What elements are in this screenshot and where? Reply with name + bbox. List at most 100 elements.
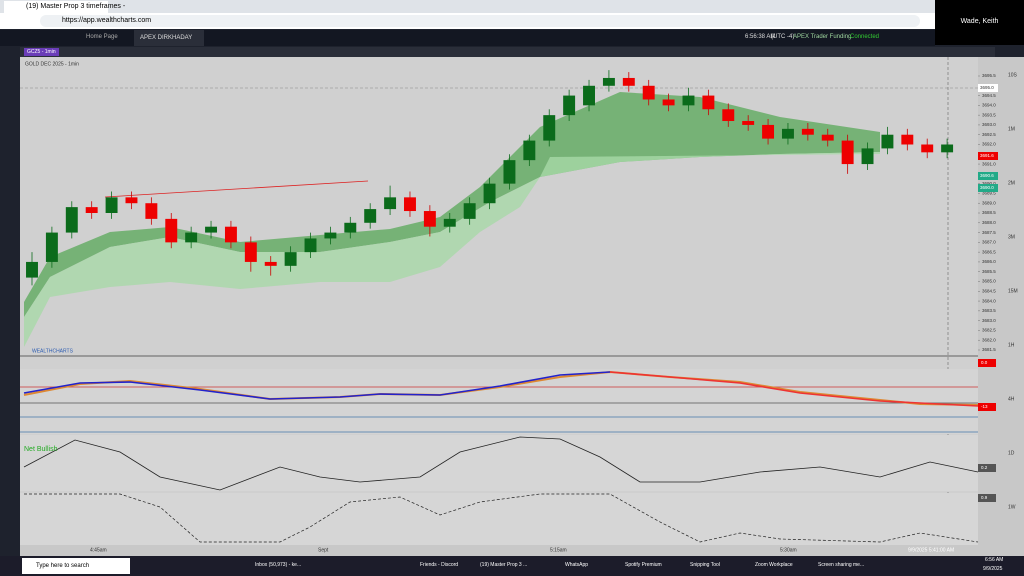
user-overlay: Wade, Keith [935, 0, 1024, 45]
candle-body [881, 134, 894, 149]
y-tick-label: 3693.5 [982, 112, 996, 117]
candle-body [364, 209, 377, 223]
price-tag-bg [978, 152, 998, 160]
timezone: (UTC -4) [771, 34, 795, 40]
candle-body [65, 207, 78, 233]
candle-body [821, 134, 834, 141]
candle-body [423, 211, 436, 227]
taskbar-app[interactable]: Snipping Tool [690, 562, 720, 568]
candle-body [622, 77, 635, 86]
dash-pane [20, 493, 978, 545]
y-tick-label: 3690.0 [982, 181, 996, 186]
y-tick-label: 3694.5 [982, 93, 996, 98]
candle-body [26, 261, 38, 278]
search-box[interactable]: Type here to search [22, 558, 130, 574]
candle-body [224, 226, 237, 243]
y-tick-label: 3684.5 [982, 288, 996, 293]
candle-body [722, 109, 735, 122]
timeframe: 1D [1008, 450, 1015, 456]
axis-background [978, 57, 1024, 556]
y-tick-label: 3683.0 [982, 318, 996, 323]
y-tick-label: 3687.5 [982, 230, 996, 235]
chart: GOLD DEC 2025 - 1min WEALTHCHARTS Net Bu… [20, 57, 1024, 556]
tray-date: 9/9/2025 [983, 566, 1003, 572]
x-tick-label: 5:30am [780, 547, 797, 553]
x-tick-label: 4:45am [90, 547, 107, 553]
browser-tab[interactable]: (19) Master Prop 3 timeframes - [4, 1, 125, 13]
price-tag: 3695.0 [980, 85, 994, 90]
timeframe: 1W [1008, 504, 1016, 510]
bias-line [23, 436, 979, 491]
y-tick-label: 3684.0 [982, 298, 996, 303]
taskbar-app[interactable]: Screen sharing me... [818, 562, 865, 568]
x-tick-label: Sept [318, 547, 329, 553]
y-tick-label: 3682.5 [982, 328, 996, 333]
indicator-value-bg [978, 403, 996, 411]
instrument: GOLD DEC 2025 - 1min [25, 61, 79, 67]
timeframe: 1H [1008, 342, 1015, 348]
taskbar-app[interactable]: Friends - Discord [420, 562, 459, 568]
band-outer [24, 152, 880, 347]
broker: APEX Trader Funding [793, 34, 852, 40]
price-tag-bg [978, 172, 998, 180]
y-tick-label: 3686.5 [982, 249, 996, 254]
taskbar-app[interactable]: Zoom Workplace [755, 562, 793, 568]
candle-body [523, 140, 536, 161]
taskbar-app[interactable]: (19) Master Prop 3 ... [480, 562, 528, 568]
cursor-time: 9/9/2025 5:41:00 AM [908, 547, 954, 553]
y-tick-label: 3685.0 [982, 279, 996, 284]
indicator-value: -13 [981, 404, 988, 409]
status: Connected [850, 34, 880, 40]
timeframe: 4H [1008, 396, 1015, 402]
indicator-value-bg [978, 464, 996, 472]
y-tick-label: 3689.5 [982, 191, 996, 196]
address-bar[interactable]: https://app.wealthcharts.com [40, 15, 920, 27]
candle-body [264, 261, 277, 266]
tab-home[interactable]: Home Page [86, 34, 118, 40]
band-inner [24, 92, 880, 317]
candle-body [404, 197, 416, 212]
candle-body [185, 232, 198, 243]
candle-body [125, 197, 138, 204]
candle-body [244, 242, 257, 262]
indicator-value-bg [978, 359, 996, 367]
symbol-tab[interactable]: GCZ5 - 1min [24, 48, 59, 56]
y-tick-label: 3694.0 [982, 103, 996, 108]
y-tick-label: 3687.0 [982, 240, 996, 245]
indicator-value: 0.2 [981, 465, 988, 470]
timeframe: 2M [1008, 180, 1015, 186]
bias-pane [20, 435, 978, 491]
candle-body [921, 144, 934, 153]
candle-body [384, 197, 397, 210]
taskbar: Type here to search Inbox (50,973) - ke.… [0, 556, 1024, 576]
taskbar-app[interactable]: Spotify Premium [625, 562, 662, 568]
candle-body [205, 226, 218, 233]
osc-signal [23, 370, 979, 406]
candle-body [841, 140, 854, 165]
candle-body [145, 203, 158, 219]
brand: WEALTHCHARTS [32, 348, 74, 354]
clock: 6:56:38 AM [745, 34, 776, 40]
taskbar-app[interactable]: Inbox (50,973) - ke... [255, 562, 302, 568]
y-tick-label: 3683.5 [982, 308, 996, 313]
candle-body [324, 232, 337, 239]
y-tick-label: 3693.0 [982, 122, 996, 127]
taskbar-app[interactable]: WhatsApp [565, 562, 589, 568]
candle-body [901, 134, 914, 145]
time-axis [20, 545, 978, 556]
candle-body [503, 160, 516, 184]
timeframe: 3M [1008, 234, 1015, 240]
left-toolbar [0, 47, 20, 556]
price-tag-bg [978, 184, 998, 192]
x-tick-label: 5:15am [550, 547, 567, 553]
candle-body [543, 115, 556, 141]
candle-body [602, 77, 615, 86]
y-tick-label: 3686.0 [982, 259, 996, 264]
candle-body [443, 218, 456, 227]
tab-apex[interactable]: APEX DIRKHADAY [134, 30, 204, 46]
y-tick-label: 3691.0 [982, 161, 996, 166]
candle-body [781, 128, 794, 139]
y-tick-label: 3688.5 [982, 210, 996, 215]
y-tick-label: 3685.5 [982, 269, 996, 274]
